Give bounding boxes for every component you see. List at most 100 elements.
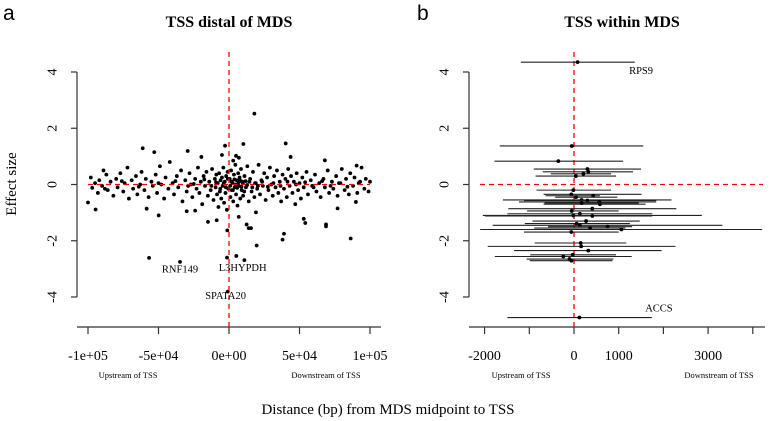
data-point bbox=[236, 214, 241, 219]
data-point bbox=[206, 220, 210, 224]
data-point bbox=[134, 174, 138, 178]
data-point bbox=[93, 207, 98, 212]
data-point bbox=[318, 195, 323, 200]
data-point bbox=[252, 195, 257, 200]
data-point bbox=[247, 179, 252, 184]
data-point bbox=[234, 254, 239, 258]
data-point bbox=[114, 176, 119, 181]
data-point bbox=[111, 193, 116, 198]
data-point bbox=[103, 186, 107, 191]
data-point bbox=[236, 171, 241, 176]
interval-point bbox=[575, 60, 580, 65]
data-point bbox=[229, 179, 234, 184]
interval-point bbox=[586, 248, 591, 253]
data-point bbox=[313, 172, 317, 177]
data-point bbox=[327, 191, 332, 195]
data-point bbox=[342, 188, 347, 193]
data-point bbox=[194, 186, 199, 191]
data-point bbox=[184, 209, 189, 214]
data-point bbox=[252, 111, 257, 116]
data-point bbox=[303, 221, 308, 225]
data-point bbox=[289, 174, 293, 178]
data-point bbox=[211, 198, 216, 202]
data-point bbox=[125, 165, 130, 170]
x-tick-label: -5e+04 bbox=[139, 349, 179, 364]
interval-point bbox=[579, 201, 584, 205]
y-tick-label: 4 bbox=[46, 69, 61, 76]
interval-point bbox=[581, 171, 586, 176]
data-point bbox=[283, 176, 288, 181]
data-point bbox=[293, 202, 298, 207]
x-tick-label: 1e+05 bbox=[352, 349, 387, 364]
data-point bbox=[234, 153, 238, 158]
data-point bbox=[166, 186, 171, 191]
data-point bbox=[231, 158, 236, 163]
data-point bbox=[217, 171, 222, 176]
data-point bbox=[245, 183, 249, 187]
data-point bbox=[142, 188, 147, 193]
data-point bbox=[285, 179, 290, 184]
data-point bbox=[207, 179, 212, 184]
data-point bbox=[231, 199, 236, 204]
data-point bbox=[183, 178, 188, 183]
data-point bbox=[180, 199, 185, 204]
data-point bbox=[242, 174, 247, 178]
data-point bbox=[219, 196, 224, 201]
data-point bbox=[280, 237, 285, 242]
data-point bbox=[178, 259, 182, 264]
data-point bbox=[215, 192, 219, 197]
data-point bbox=[249, 189, 254, 194]
data-point bbox=[250, 185, 255, 190]
data-point bbox=[286, 167, 291, 171]
data-point bbox=[223, 191, 228, 195]
data-point bbox=[270, 193, 275, 198]
data-point bbox=[214, 218, 219, 223]
data-point bbox=[242, 189, 247, 194]
data-point bbox=[214, 172, 219, 177]
data-point bbox=[279, 199, 284, 204]
data-point bbox=[241, 142, 246, 146]
data-point bbox=[213, 176, 217, 181]
panel-a-title: TSS distal of MDS bbox=[166, 14, 293, 31]
data-point bbox=[135, 192, 140, 197]
data-point bbox=[216, 205, 221, 209]
data-point bbox=[139, 169, 144, 174]
data-point bbox=[265, 184, 270, 189]
data-point bbox=[263, 198, 268, 202]
data-point bbox=[352, 175, 357, 180]
data-point bbox=[354, 200, 358, 204]
data-point bbox=[290, 191, 295, 195]
interval-point bbox=[570, 252, 575, 257]
data-point bbox=[131, 186, 136, 191]
data-point bbox=[210, 167, 214, 171]
data-point bbox=[167, 160, 172, 164]
data-point bbox=[199, 155, 204, 159]
data-point bbox=[143, 176, 148, 181]
data-point bbox=[129, 178, 134, 183]
data-point bbox=[119, 179, 124, 184]
data-point bbox=[262, 171, 267, 176]
data-point bbox=[97, 178, 102, 183]
data-point bbox=[184, 189, 189, 194]
data-point bbox=[348, 171, 353, 176]
data-point bbox=[303, 180, 308, 185]
data-point bbox=[176, 185, 181, 190]
x-tick-label: 5e+04 bbox=[282, 349, 317, 364]
data-point bbox=[140, 146, 145, 151]
data-point bbox=[198, 179, 203, 184]
data-point bbox=[228, 184, 233, 188]
data-point bbox=[355, 191, 360, 195]
data-point bbox=[126, 196, 131, 201]
data-point bbox=[220, 153, 224, 157]
data-point bbox=[242, 258, 247, 263]
interval-point bbox=[584, 219, 588, 223]
data-point bbox=[291, 179, 296, 184]
data-point bbox=[101, 168, 106, 173]
data-point bbox=[246, 199, 251, 204]
x-tick-label: 3000 bbox=[694, 349, 722, 364]
data-point bbox=[214, 180, 218, 185]
data-point bbox=[115, 185, 120, 190]
data-point bbox=[339, 167, 344, 171]
gene-annotation: ACCS bbox=[645, 304, 673, 315]
